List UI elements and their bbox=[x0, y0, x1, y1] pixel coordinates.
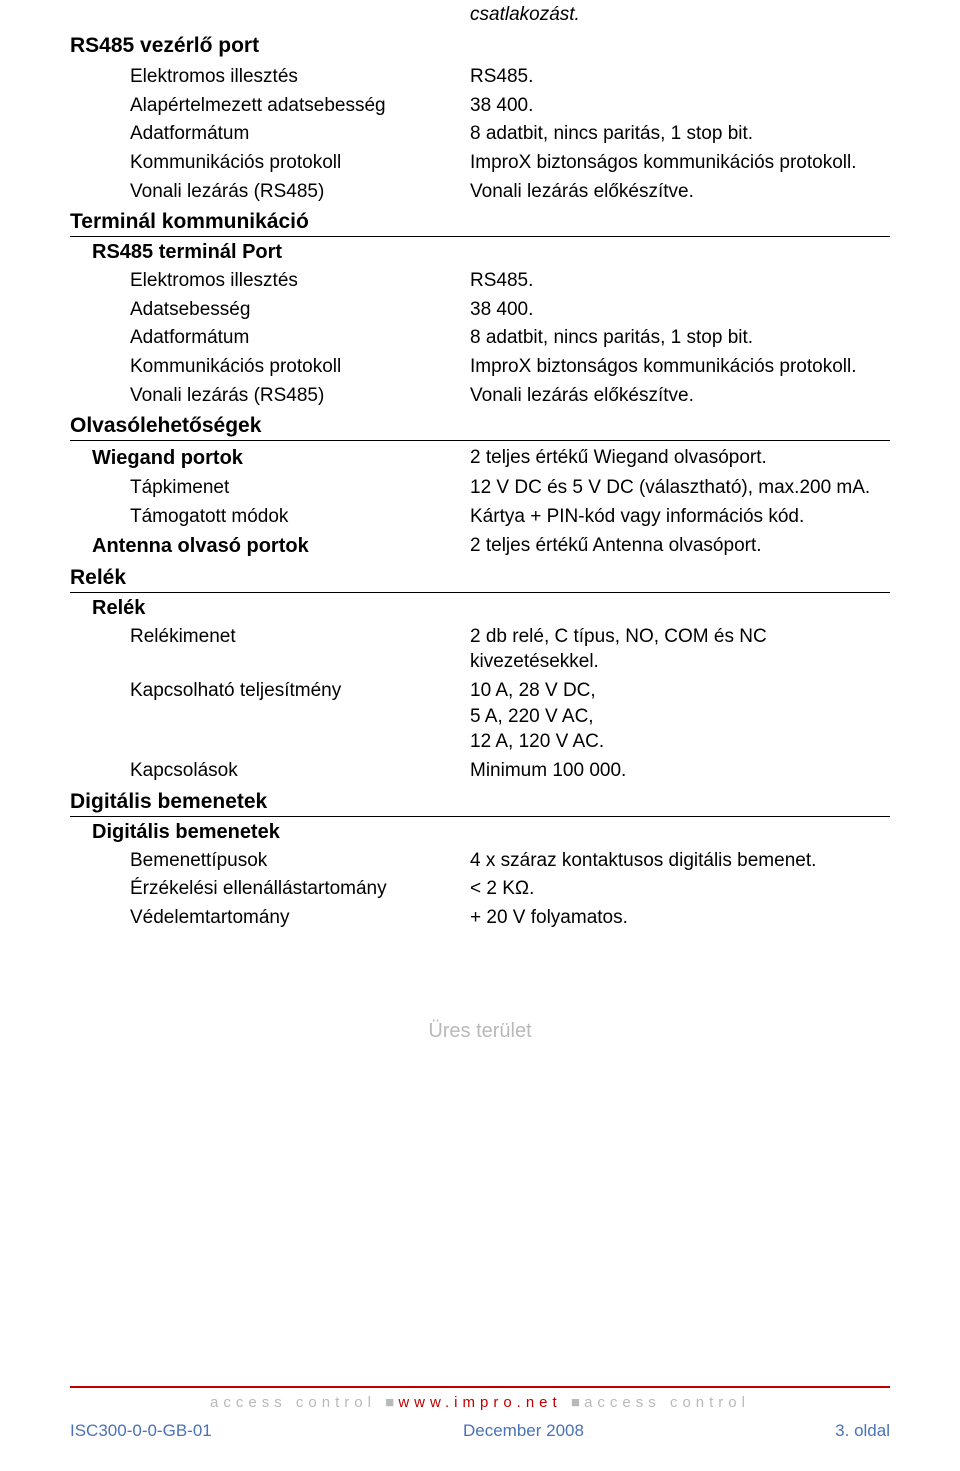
spec-row: Érzékelési ellenállástartomány < 2 KΩ. bbox=[130, 876, 890, 902]
spec-row: Adatformátum 8 adatbit, nincs paritás, 1… bbox=[130, 121, 890, 147]
spec-label: Relékimenet bbox=[130, 624, 470, 675]
spec-value: 12 V DC és 5 V DC (választható), max.200… bbox=[470, 475, 890, 501]
spec-row: Védelemtartomány + 20 V folyamatos. bbox=[130, 905, 890, 931]
footer-brand: access control ■ www.impro.net ■ access … bbox=[70, 1394, 890, 1411]
spec-row: Tápkimenet 12 V DC és 5 V DC (választhat… bbox=[130, 475, 890, 501]
spec-label: Kapcsolható teljesítmény bbox=[130, 678, 470, 755]
spec-label: Adatformátum bbox=[130, 121, 470, 147]
spec-label: Vonali lezárás (RS485) bbox=[130, 179, 470, 205]
section-terminal-comm-subtitle: RS485 terminál Port bbox=[92, 241, 890, 264]
spec-label: Adatformátum bbox=[130, 325, 470, 351]
spec-label: Érzékelési ellenállástartomány bbox=[130, 876, 470, 902]
spec-row: Vonali lezárás (RS485) Vonali lezárás el… bbox=[130, 179, 890, 205]
spec-value: < 2 KΩ. bbox=[470, 876, 890, 902]
spec-label: Kommunikációs protokoll bbox=[130, 150, 470, 176]
spec-row: Támogatott módok Kártya + PIN-kód vagy i… bbox=[130, 504, 890, 530]
spec-label: Védelemtartomány bbox=[130, 905, 470, 931]
footer-doc-id: ISC300-0-0-GB-01 bbox=[70, 1421, 212, 1441]
spec-row: Elektromos illesztés RS485. bbox=[130, 268, 890, 294]
blank-area-label: Üres terület bbox=[70, 1020, 890, 1043]
footer-divider bbox=[70, 1386, 890, 1388]
section-digital-inputs-subtitle: Digitális bemenetek bbox=[92, 821, 890, 844]
spec-row: Vonali lezárás (RS485) Vonali lezárás el… bbox=[130, 383, 890, 409]
spec-value: 38 400. bbox=[470, 93, 890, 119]
spec-value: Minimum 100 000. bbox=[470, 758, 890, 784]
spec-label: Vonali lezárás (RS485) bbox=[130, 383, 470, 409]
spec-value: 38 400. bbox=[470, 297, 890, 323]
spec-value: + 20 V folyamatos. bbox=[470, 905, 890, 931]
spec-value: ImproX biztonságos kommunikációs protoko… bbox=[470, 354, 890, 380]
spec-row: Kommunikációs protokoll ImproX biztonság… bbox=[130, 150, 890, 176]
spec-label: Antenna olvasó portok bbox=[92, 533, 470, 560]
spec-value: Vonali lezárás előkészítve. bbox=[470, 179, 890, 205]
footer-domain: www.impro.net bbox=[398, 1394, 561, 1411]
section-relays-subtitle: Relék bbox=[92, 597, 890, 620]
page-footer: access control ■ www.impro.net ■ access … bbox=[70, 1386, 890, 1441]
spec-value: 8 adatbit, nincs paritás, 1 stop bit. bbox=[470, 121, 890, 147]
spec-value: RS485. bbox=[470, 64, 890, 90]
spec-row: Elektromos illesztés RS485. bbox=[130, 64, 890, 90]
spec-row: Antenna olvasó portok 2 teljes értékű An… bbox=[92, 533, 890, 560]
section-terminal-comm-title: Terminál kommunikáció bbox=[70, 210, 890, 237]
spec-value: 2 teljes értékű Antenna olvasóport. bbox=[470, 533, 890, 560]
spec-label: Tápkimenet bbox=[130, 475, 470, 501]
section-relays-title: Relék bbox=[70, 566, 890, 593]
spec-value: RS485. bbox=[470, 268, 890, 294]
spec-row: Relékimenet 2 db relé, C típus, NO, COM … bbox=[130, 624, 890, 675]
spec-row: Bemenettípusok 4 x száraz kontaktusos di… bbox=[130, 848, 890, 874]
spec-value: Kártya + PIN-kód vagy információs kód. bbox=[470, 504, 890, 530]
spec-row: Adatformátum 8 adatbit, nincs paritás, 1… bbox=[130, 325, 890, 351]
spec-value: 2 db relé, C típus, NO, COM és NC kiveze… bbox=[470, 624, 890, 675]
footer-tag-left: access control bbox=[210, 1394, 376, 1411]
spec-value: ImproX biztonságos kommunikációs protoko… bbox=[470, 150, 890, 176]
footer-page-number: 3. oldal bbox=[835, 1421, 890, 1441]
continuation-note: csatlakozást. bbox=[470, 0, 890, 26]
spec-label: Kommunikációs protokoll bbox=[130, 354, 470, 380]
spec-label: Alapértelmezett adatsebesség bbox=[130, 93, 470, 119]
footer-date: December 2008 bbox=[463, 1421, 584, 1441]
spec-value: 10 A, 28 V DC, 5 A, 220 V AC, 12 A, 120 … bbox=[470, 678, 890, 755]
square-icon: ■ bbox=[571, 1394, 584, 1411]
spec-value: 8 adatbit, nincs paritás, 1 stop bit. bbox=[470, 325, 890, 351]
spec-label: Elektromos illesztés bbox=[130, 64, 470, 90]
spec-label: Kapcsolások bbox=[130, 758, 470, 784]
spec-label: Adatsebesség bbox=[130, 297, 470, 323]
spec-row: Kommunikációs protokoll ImproX biztonság… bbox=[130, 354, 890, 380]
spec-value: 4 x száraz kontaktusos digitális bemenet… bbox=[470, 848, 890, 874]
spec-label: Elektromos illesztés bbox=[130, 268, 470, 294]
spec-row: Kapcsolható teljesítmény 10 A, 28 V DC, … bbox=[130, 678, 890, 755]
square-icon: ■ bbox=[385, 1394, 398, 1411]
section-digital-inputs-title: Digitális bemenetek bbox=[70, 790, 890, 817]
section-reader-options-title: Olvasólehetőségek bbox=[70, 414, 890, 441]
section-rs485-control-title: RS485 vezérlő port bbox=[70, 34, 890, 60]
spec-label: Támogatott módok bbox=[130, 504, 470, 530]
spec-row: Wiegand portok 2 teljes értékű Wiegand o… bbox=[92, 445, 890, 472]
spec-value: Vonali lezárás előkészítve. bbox=[470, 383, 890, 409]
spec-value: 2 teljes értékű Wiegand olvasóport. bbox=[470, 445, 890, 472]
spec-row: Kapcsolások Minimum 100 000. bbox=[130, 758, 890, 784]
spec-label: Wiegand portok bbox=[92, 445, 470, 472]
footer-meta: ISC300-0-0-GB-01 December 2008 3. oldal bbox=[70, 1421, 890, 1441]
spec-row: Alapértelmezett adatsebesség 38 400. bbox=[130, 93, 890, 119]
spec-row: Adatsebesség 38 400. bbox=[130, 297, 890, 323]
spec-label: Bemenettípusok bbox=[130, 848, 470, 874]
footer-tag-right: access control bbox=[584, 1394, 750, 1411]
